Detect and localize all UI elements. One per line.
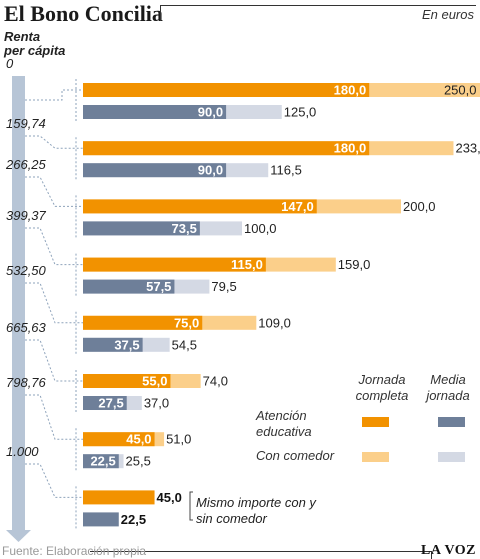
axis-title-line2: per cápita [4, 43, 66, 58]
bar-full-education-label: 75,0 [174, 315, 199, 330]
bar-half-education-label: 22,5 [90, 454, 115, 469]
bar-half-dining-label: 25,5 [126, 454, 151, 469]
bar-full-education-label: 55,0 [142, 374, 167, 389]
group-connector [25, 89, 83, 101]
bar-full-education [83, 141, 370, 156]
bar-half-education-label: 73,5 [172, 221, 197, 236]
bar-full-dining-label: 51,0 [166, 432, 191, 447]
bar-full-dining-label: 250,0 [444, 83, 477, 98]
bar-half-education [83, 163, 227, 178]
bar-full-education-label: 115,0 [231, 257, 263, 272]
legend-col-full-line2: completa [355, 388, 409, 403]
bar-half-education [83, 454, 119, 469]
group-connector [25, 394, 83, 440]
income-threshold-label: 1.000 [6, 444, 39, 459]
bar-half-dining-label: 79,5 [211, 279, 236, 294]
bar-half-education-label: 90,0 [198, 163, 223, 178]
bar-half-dining-label: 125,0 [284, 105, 317, 120]
bar-full-education-label: 45,0 [126, 432, 151, 447]
income-threshold-label: 266,25 [5, 157, 47, 172]
bar-half-education-label: 37,5 [114, 337, 139, 352]
same-amount-note: Mismo importe con y sin comedor [196, 495, 316, 527]
axis-title: Renta per cápita [4, 30, 65, 58]
legend-row-edu: Atención educativa [256, 408, 312, 440]
legend-col-full: Jornada completa [344, 372, 420, 404]
bar-half-dining-label: 116,5 [270, 163, 302, 178]
bar-full-dining-label: 200,0 [403, 199, 436, 214]
legend-row-din: Con comedor [256, 448, 335, 463]
brand-logo: LA VOZ [421, 543, 476, 558]
bar-full-education-label: 180,0 [334, 141, 367, 156]
bar-full-dining-label: 74,0 [203, 374, 228, 389]
income-threshold-label: 0 [6, 56, 14, 71]
footer-tick [431, 551, 432, 559]
group-connector [25, 227, 83, 266]
bar-full-education [83, 432, 155, 447]
income-axis-bar [12, 76, 25, 530]
chart-title: El Bono Concilia [4, 1, 163, 26]
bar-half-education [83, 337, 143, 352]
income-threshold-label: 399,37 [6, 208, 47, 223]
same-amount-note-line2: sin comedor [196, 511, 267, 526]
bar-half-education [83, 512, 119, 527]
same-amount-note-line1: Mismo importe con y [196, 495, 316, 510]
bar-full-education-label: 45,0 [157, 490, 182, 505]
legend-swatch-full-din [362, 452, 389, 462]
bar-half-education-label: 90,0 [198, 105, 223, 120]
bar-full-education [83, 257, 266, 272]
bar-half-education-label: 27,5 [98, 396, 123, 411]
legend-col-half-line2: jornada [426, 388, 470, 403]
income-axis-arrow [6, 530, 31, 542]
group-connector [25, 339, 83, 382]
footer-rule [90, 551, 432, 552]
bar-full-dining-label: 159,0 [338, 257, 371, 272]
bar-full-dining-label: 233,0 [455, 141, 480, 156]
bar-half-education-label: 57,5 [146, 279, 171, 294]
bar-half-education [83, 105, 227, 119]
bar-full-education-label: 180,0 [334, 83, 367, 98]
group-connector [25, 135, 83, 149]
bar-half-education [83, 221, 200, 236]
legend-swatch-half-edu [438, 417, 465, 427]
bar-full-education [83, 490, 155, 505]
legend-row-edu-line2: educativa [256, 424, 312, 439]
note-bracket [189, 491, 193, 521]
bar-full-education [83, 83, 370, 97]
group-connector [25, 176, 83, 207]
bar-full-education [83, 315, 203, 330]
legend-swatch-half-din [438, 452, 465, 462]
legend-col-half-line1: Media [430, 372, 466, 387]
legend-col-half: Media jornada [418, 372, 478, 404]
legend-col-full-line1: Jornada [358, 372, 406, 387]
unit-label: En euros [421, 7, 474, 22]
bar-half-dining-label: 54,5 [172, 337, 197, 352]
group-connector [25, 463, 83, 498]
source-note: Fuente: Elaboración propia [2, 544, 147, 558]
income-threshold-label: 798,76 [6, 375, 47, 390]
income-threshold-label: 665,63 [6, 320, 47, 335]
legend-row-edu-line1: Atención [256, 408, 307, 423]
bar-full-education-label: 147,0 [281, 199, 314, 214]
bar-full-education [83, 199, 317, 214]
legend: Jornada completa Media jornada Atención … [240, 372, 470, 472]
axis-title-line1: Renta [4, 29, 41, 44]
income-threshold-label: 532,50 [6, 263, 47, 278]
bar-half-education-label: 22,5 [121, 512, 146, 527]
bar-full-education [83, 374, 171, 388]
legend-swatch-full-edu [362, 417, 389, 427]
bar-half-education [83, 396, 127, 410]
bar-half-dining-label: 37,0 [144, 396, 169, 411]
bar-full-dining-label: 109,0 [258, 315, 291, 330]
income-threshold-label: 159,74 [6, 116, 46, 131]
bar-half-dining-label: 100,0 [244, 221, 277, 236]
title-rule [160, 5, 476, 21]
bar-half-education [83, 279, 175, 294]
group-connector [25, 282, 83, 324]
